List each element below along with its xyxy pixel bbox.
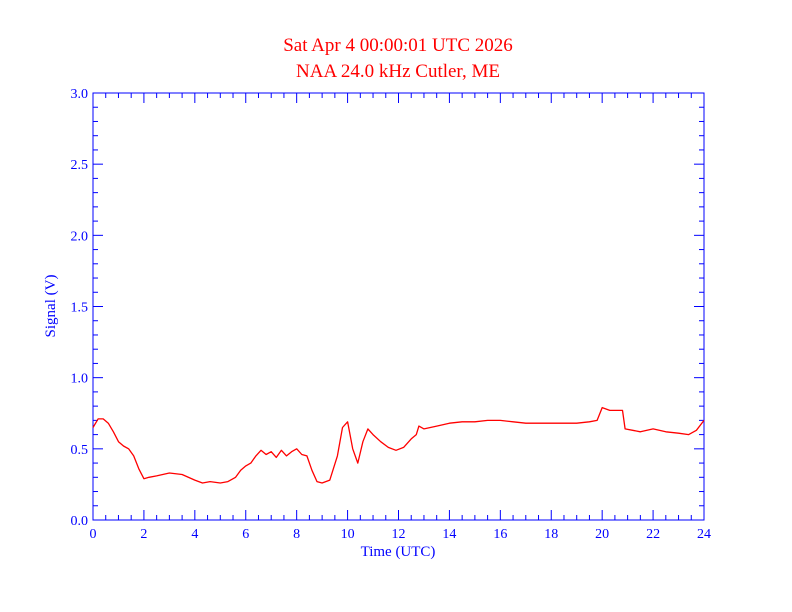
y-tick-label: 1.0 bbox=[71, 372, 89, 387]
x-tick-label: 16 bbox=[493, 527, 507, 542]
y-tick-label: 2.0 bbox=[71, 229, 89, 244]
x-tick-label: 8 bbox=[293, 527, 300, 542]
x-tick-label: 24 bbox=[697, 527, 711, 542]
x-tick-label: 18 bbox=[544, 527, 558, 542]
y-tick-label: 3.0 bbox=[71, 87, 89, 102]
y-tick-label: 2.5 bbox=[71, 158, 89, 173]
x-tick-label: 0 bbox=[90, 527, 97, 542]
x-tick-label: 22 bbox=[646, 527, 660, 542]
y-tick-label: 0.0 bbox=[71, 514, 89, 529]
axis-tick-labels: 0 2 4 6 8 10 12 14 16 18 20 22 240.00.51.01.52.02.53… bbox=[71, 87, 712, 542]
chart-title: Sat Apr 4 00:00:01 UTC 2026 bbox=[283, 35, 513, 56]
x-axis-label: Time (UTC) bbox=[361, 544, 436, 560]
x-tick-label: 6 bbox=[242, 527, 249, 542]
x-tick-label: 2 bbox=[140, 527, 147, 542]
x-tick-label: 14 bbox=[442, 527, 456, 542]
chart-subtitle: NAA 24.0 kHz Cutler, ME bbox=[296, 61, 500, 82]
axis-ticks bbox=[92, 92, 705, 521]
plot-frame bbox=[92, 92, 705, 521]
y-tick-label: 0.5 bbox=[71, 443, 89, 458]
y-tick-label: 1.5 bbox=[71, 301, 89, 316]
x-tick-label: 10 bbox=[341, 527, 355, 542]
y-axis-label: Signal (V) bbox=[43, 275, 59, 338]
x-tick-label: 12 bbox=[392, 527, 406, 542]
x-tick-label: 4 bbox=[191, 527, 198, 542]
signal-series-line bbox=[92, 406, 705, 484]
x-tick-label: 20 bbox=[595, 527, 609, 542]
